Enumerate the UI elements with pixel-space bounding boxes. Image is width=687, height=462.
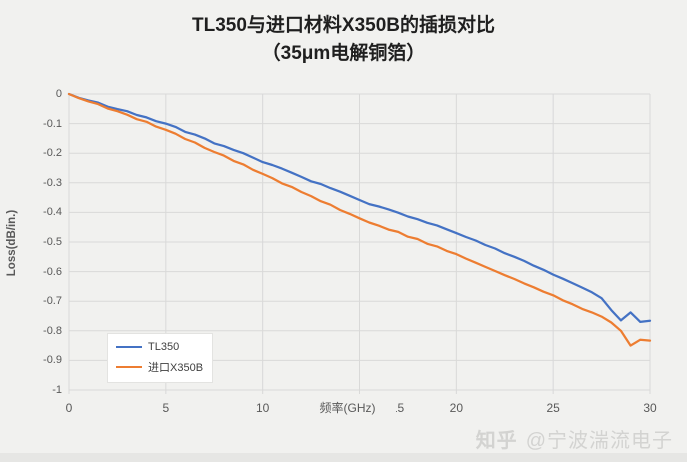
x-axis-tick-label: 10 [255, 401, 270, 415]
bottom-edge-strip [0, 453, 687, 462]
y-axis-tick-label: -0.9 [43, 354, 62, 367]
series-line-x350b [67, 92, 652, 347]
x-axis-tick-label: 0 [65, 401, 73, 415]
chart-title-line1: TL350与进口材料X350B的插损对比 [191, 15, 495, 36]
y-axis-tick-label: -0.8 [43, 324, 62, 337]
legend-line-swatch-tl350 [116, 345, 142, 348]
x-axis-tick-label: 5 [162, 401, 170, 415]
x-axis-tick-label: 30 [643, 401, 657, 415]
y-axis-tick-label: -0.1 [43, 117, 62, 130]
chart-title-line2: （35μm电解铜箔） [261, 43, 426, 64]
y-axis-tick-label: -0.7 [43, 295, 62, 308]
legend: TL350 进口X350B [107, 333, 213, 383]
legend-item-x350b: 进口X350B [116, 359, 212, 375]
y-axis-tick-label: -0.5 [43, 236, 62, 248]
y-axis-tick-label: 0 [55, 88, 62, 100]
legend-item-tl350: TL350 [116, 341, 212, 353]
y-axis-tick-label: -0.2 [43, 147, 62, 160]
y-axis-tick-label: -0.6 [43, 265, 62, 278]
y-axis-tick-label: -0.3 [43, 176, 62, 189]
y-axis-tick-label: -1 [52, 384, 62, 396]
watermark: 知乎 @宁波湍流电子 [476, 424, 673, 453]
series-line-tl350 [67, 92, 652, 324]
watermark-handle: @宁波湍流电子 [525, 430, 673, 452]
x-axis-tick-label: 25 [546, 401, 560, 415]
legend-label-tl350: TL350 [148, 340, 180, 353]
legend-label-x350b: 进口X350B [148, 362, 204, 375]
x-axis-tick-label: 20 [449, 401, 463, 415]
chart-title: TL350与进口材料X350B的插损对比 （35μm电解铜箔） [0, 12, 687, 68]
y-axis-tick-label: -0.4 [43, 206, 62, 219]
watermark-brand: 知乎 [475, 430, 518, 452]
x-axis-title: 频率(GHz) [299, 401, 396, 416]
legend-line-swatch-x350b [116, 366, 142, 369]
